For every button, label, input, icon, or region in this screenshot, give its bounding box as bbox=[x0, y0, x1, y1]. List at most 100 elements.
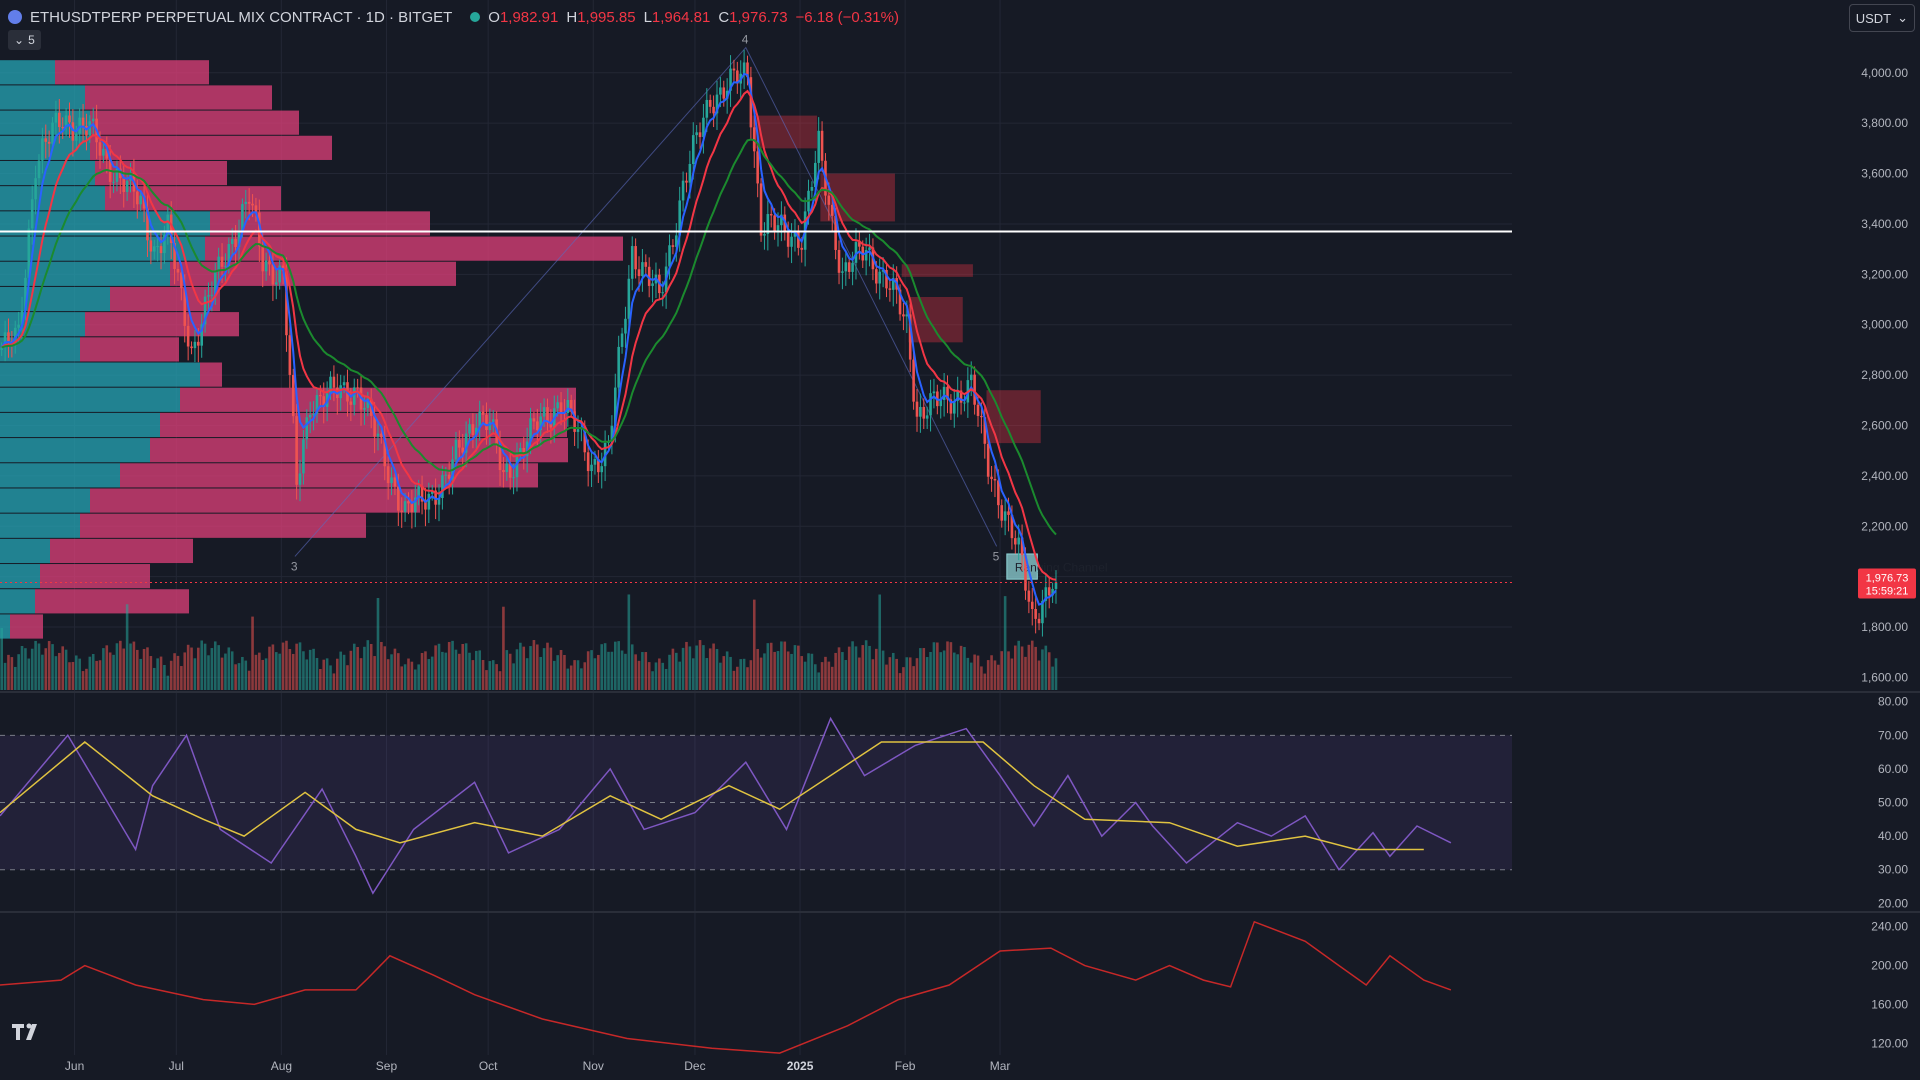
volume-bar bbox=[939, 652, 943, 690]
volume-bar bbox=[1041, 649, 1044, 690]
candle-body bbox=[519, 448, 522, 455]
candle-body bbox=[105, 148, 109, 159]
low-value: L1,964.81 bbox=[643, 8, 711, 26]
volume-bar bbox=[875, 648, 878, 690]
candle-body bbox=[34, 178, 37, 200]
profile-sell-bar bbox=[105, 186, 281, 211]
horizontal-line[interactable] bbox=[0, 230, 1512, 583]
currency-selector[interactable]: USDT ⌄ bbox=[1848, 4, 1915, 32]
candle-body bbox=[44, 138, 48, 142]
volume-bar bbox=[339, 651, 342, 690]
volume-bar bbox=[366, 640, 370, 690]
candle-body bbox=[949, 399, 953, 414]
candle-body bbox=[207, 295, 210, 297]
candle-body bbox=[434, 490, 437, 505]
volume-bar bbox=[990, 655, 993, 690]
candle-body bbox=[491, 419, 495, 423]
candle-body bbox=[329, 376, 332, 394]
candle-body bbox=[264, 260, 268, 272]
candle-body bbox=[498, 443, 502, 471]
volume-bar bbox=[458, 653, 461, 690]
candle-body bbox=[383, 437, 387, 467]
candle-body bbox=[929, 393, 932, 416]
candle-body bbox=[397, 486, 400, 511]
profile-buy-bar bbox=[0, 312, 85, 337]
candle-body bbox=[729, 68, 732, 91]
volume-bar bbox=[800, 656, 804, 690]
candle-body bbox=[1051, 588, 1054, 596]
ema-line-3 bbox=[1, 138, 1057, 536]
volume-profile bbox=[0, 60, 623, 639]
volume-bar bbox=[1010, 658, 1014, 690]
candle-body bbox=[417, 486, 420, 498]
volume-bar bbox=[942, 650, 946, 690]
volume-bar bbox=[34, 640, 37, 690]
candle-body bbox=[190, 346, 193, 349]
candle-body bbox=[542, 407, 546, 417]
volume-bar bbox=[898, 673, 902, 690]
candle-body bbox=[352, 387, 356, 405]
volume-bar bbox=[156, 658, 159, 690]
time-axis-label: Sep bbox=[376, 1059, 398, 1073]
candle-body bbox=[847, 262, 851, 272]
volume-bar bbox=[766, 643, 770, 690]
price-axis-label: 2,200.00 bbox=[1861, 519, 1908, 533]
volume-bar bbox=[952, 652, 956, 690]
volume-bar bbox=[58, 652, 61, 690]
candle-body bbox=[37, 160, 41, 179]
tradingview-logo-icon[interactable] bbox=[10, 1020, 46, 1042]
volume-bar bbox=[410, 661, 414, 690]
candle-body bbox=[471, 424, 475, 436]
moving-averages bbox=[0, 72, 1057, 606]
volume-bar bbox=[959, 645, 963, 690]
symbol-title[interactable]: ETHUSDTPERP PERPETUAL MIX CONTRACT · 1D … bbox=[30, 8, 453, 26]
candle-body bbox=[976, 404, 980, 416]
candle-body bbox=[254, 205, 258, 213]
volume-bar bbox=[485, 670, 488, 690]
candle-body bbox=[159, 246, 163, 254]
volume-bar bbox=[397, 653, 400, 690]
candle-body bbox=[464, 433, 468, 453]
volume-bar bbox=[393, 648, 397, 690]
market-status-icon bbox=[470, 12, 481, 22]
candle-body bbox=[868, 247, 871, 251]
volume-bar bbox=[149, 656, 153, 690]
candle-body bbox=[213, 271, 217, 295]
indicators-toggle-button[interactable]: ⌄ 5 bbox=[8, 30, 41, 50]
candle-body bbox=[193, 341, 197, 349]
profile-sell-bar bbox=[120, 463, 538, 488]
volume-bar bbox=[180, 666, 183, 690]
candle-body bbox=[830, 204, 834, 216]
candle-body bbox=[559, 402, 563, 413]
volume-bar bbox=[925, 657, 929, 690]
volume-bar bbox=[244, 660, 248, 690]
volume-bar bbox=[210, 648, 214, 690]
volume-bar bbox=[1020, 646, 1024, 690]
candle-body bbox=[766, 214, 770, 234]
volume-bar bbox=[441, 651, 444, 690]
candle-body bbox=[536, 421, 539, 431]
volume-bar bbox=[64, 649, 68, 690]
countdown-label: 15:59:21 bbox=[1866, 585, 1909, 597]
candle-body bbox=[1047, 587, 1051, 596]
volume-bar bbox=[183, 652, 187, 690]
volume-bar bbox=[797, 645, 800, 690]
volume-bar bbox=[119, 640, 122, 690]
volume-bar bbox=[247, 670, 251, 690]
candle-body bbox=[427, 493, 431, 510]
candle-body bbox=[1030, 601, 1034, 610]
candle-body bbox=[210, 294, 214, 296]
ema-line-1 bbox=[0, 72, 1057, 606]
candle-body bbox=[1014, 538, 1017, 545]
volume-bar bbox=[732, 670, 736, 690]
volume-bar bbox=[719, 662, 722, 690]
candle-body bbox=[993, 478, 997, 481]
volume-bar bbox=[1017, 640, 1020, 690]
candle-body bbox=[102, 148, 105, 156]
candle-body bbox=[24, 277, 27, 311]
volume-bar bbox=[7, 654, 10, 690]
candle-body bbox=[295, 416, 298, 485]
volume-bar bbox=[834, 652, 837, 690]
profile-buy-bar bbox=[0, 362, 200, 387]
